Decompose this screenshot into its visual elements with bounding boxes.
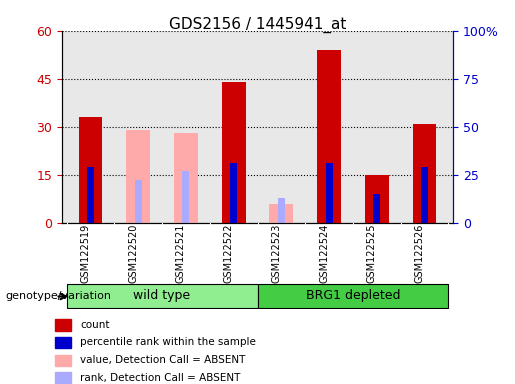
Bar <box>221 82 246 223</box>
Text: genotype/variation: genotype/variation <box>5 291 111 301</box>
Text: GSM122523: GSM122523 <box>271 224 281 283</box>
FancyBboxPatch shape <box>258 283 449 308</box>
Bar <box>365 175 389 223</box>
Bar <box>373 194 381 223</box>
Text: GSM122525: GSM122525 <box>367 224 377 283</box>
Bar <box>134 180 142 223</box>
Bar <box>56 319 71 331</box>
Text: value, Detection Call = ABSENT: value, Detection Call = ABSENT <box>80 355 246 365</box>
Bar <box>56 355 71 366</box>
Bar <box>56 337 71 348</box>
Bar <box>278 198 285 223</box>
Text: GDS2156 / 1445941_at: GDS2156 / 1445941_at <box>169 17 346 33</box>
Text: GSM122521: GSM122521 <box>176 224 186 283</box>
Bar <box>126 130 150 223</box>
Text: BRG1 depleted: BRG1 depleted <box>306 289 400 302</box>
Text: percentile rank within the sample: percentile rank within the sample <box>80 337 256 347</box>
Text: GSM122520: GSM122520 <box>128 224 138 283</box>
Bar <box>78 117 102 223</box>
Bar <box>325 163 333 223</box>
Text: GSM122519: GSM122519 <box>80 224 91 283</box>
Bar <box>174 133 198 223</box>
Bar <box>56 372 71 383</box>
Text: GSM122526: GSM122526 <box>415 224 424 283</box>
Bar <box>317 50 341 223</box>
Bar <box>421 167 428 223</box>
Text: GSM122524: GSM122524 <box>319 224 329 283</box>
FancyBboxPatch shape <box>66 283 258 308</box>
Bar <box>182 171 190 223</box>
Bar <box>87 167 94 223</box>
Bar <box>230 163 237 223</box>
Text: GSM122522: GSM122522 <box>224 224 234 283</box>
Bar <box>269 204 294 223</box>
Bar <box>413 124 437 223</box>
Text: wild type: wild type <box>133 289 191 302</box>
Text: count: count <box>80 319 110 330</box>
Text: rank, Detection Call = ABSENT: rank, Detection Call = ABSENT <box>80 372 241 382</box>
